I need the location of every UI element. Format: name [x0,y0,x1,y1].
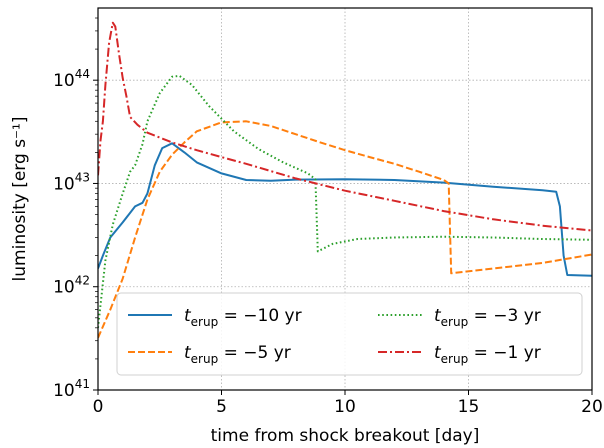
legend-box [116,292,583,376]
legend: terup = −10 yr terup = −3 yr terup = −5 yr… [116,292,583,376]
y-tick-label: 1042 [53,274,90,298]
y-tick-label: 1044 [53,67,90,91]
series-lines [98,21,592,339]
legend-entry-label: terup = −3 yr [434,306,541,329]
series-line-1 [98,142,592,277]
legend-entry-label: terup = −1 yr [434,343,541,366]
x-tick-label: 10 [334,397,356,417]
x-axis-label: time from shock breakout [day] [211,426,480,446]
y-tick-label: 1043 [53,170,90,194]
series-line-3 [98,74,592,328]
x-tick-label: 15 [458,397,480,417]
axis-ticks: 0 5 10 15 20 1041 1042 1043 1044 [53,17,603,417]
y-tick-label: 1041 [53,377,90,401]
x-tick-label: 5 [216,397,227,417]
x-tick-label: 0 [93,397,104,417]
legend-entry-label: terup = −5 yr [184,343,291,366]
series-line-4 [98,21,592,232]
y-axis-label: luminosity [erg s⁻¹] [10,117,30,282]
series-line-2 [98,120,592,339]
x-tick-label: 20 [581,397,603,417]
legend-entry-label: terup = −10 yr [184,306,302,329]
